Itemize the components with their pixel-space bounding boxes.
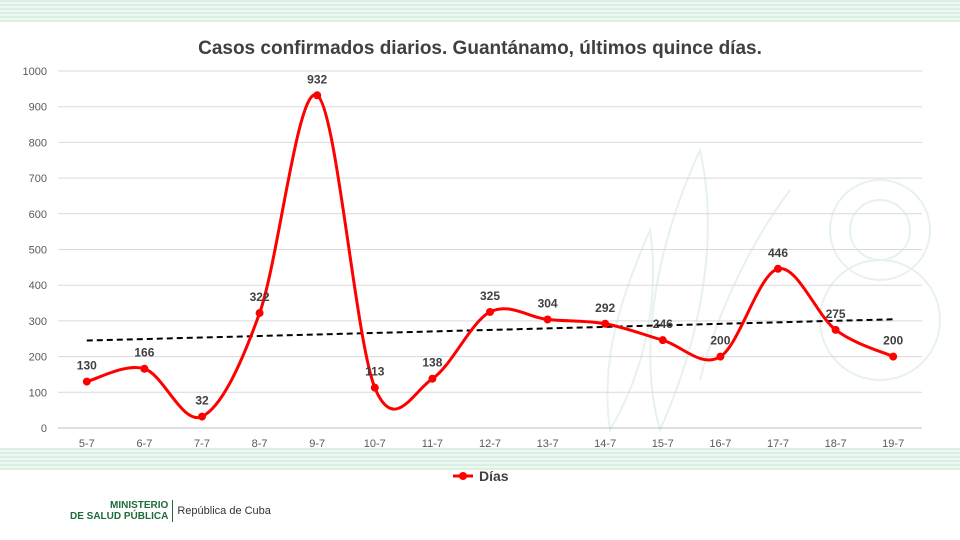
data-point <box>198 412 206 421</box>
data-point <box>370 383 379 392</box>
data-label: 275 <box>826 307 846 321</box>
data-labels: 130 166 32 322 932 113 138 325 304 292 246 200 446 27… <box>77 72 904 407</box>
ministry-logo: MINISTERIO DE SALUD PÚBLICA República de… <box>70 500 271 522</box>
data-label: 166 <box>134 346 154 360</box>
watermark-leaves <box>606 146 941 433</box>
data-label: 32 <box>195 394 209 408</box>
data-label: 113 <box>365 365 385 379</box>
data-point <box>486 307 494 316</box>
y-tick-label: 200 <box>29 352 47 364</box>
data-point <box>255 309 264 318</box>
x-tick-label: 6-7 <box>136 438 152 450</box>
data-label: 932 <box>307 72 327 86</box>
data-label: 200 <box>710 334 730 348</box>
data-label: 200 <box>883 334 903 348</box>
gridlines <box>58 70 922 429</box>
x-tick-label: 19-7 <box>882 438 904 450</box>
data-point <box>601 319 610 328</box>
data-point <box>831 325 840 334</box>
data-label: 325 <box>480 289 500 303</box>
y-tick-label: 400 <box>29 280 47 292</box>
chart-title: Casos confirmados diarios. Guantánamo, ú… <box>198 38 762 59</box>
data-label: 292 <box>595 301 615 315</box>
x-tick-label: 13-7 <box>537 438 559 450</box>
x-tick-label: 12-7 <box>479 438 501 450</box>
data-label: 138 <box>422 356 442 370</box>
ministry-name: MINISTERIO DE SALUD PÚBLICA <box>70 500 174 522</box>
data-point <box>428 374 437 383</box>
x-tick-label: 18-7 <box>825 438 847 450</box>
data-label: 246 <box>653 317 673 331</box>
x-axis: 5-7 6-7 7-7 8-7 9-7 10-7 11-7 12-7 13-7 14-7 15-7 1… <box>79 438 904 450</box>
data-point <box>543 315 552 324</box>
ministry-line2: DE SALUD PÚBLICA <box>70 511 169 522</box>
bottom-decorative-band <box>0 448 960 470</box>
data-point <box>716 352 725 361</box>
data-point <box>889 352 898 361</box>
x-tick-label: 9-7 <box>309 438 325 450</box>
x-tick-label: 17-7 <box>767 438 789 450</box>
data-points <box>82 91 898 421</box>
x-tick-label: 7-7 <box>194 438 210 450</box>
y-tick-label: 900 <box>29 102 47 114</box>
legend-label: Días <box>479 468 509 484</box>
y-tick-label: 0 <box>41 423 47 435</box>
y-tick-label: 600 <box>29 209 47 221</box>
y-tick-label: 1000 <box>23 66 47 78</box>
data-point <box>313 91 322 100</box>
ministry-line1: MINISTERIO <box>110 500 169 511</box>
data-point <box>82 377 91 386</box>
y-tick-label: 500 <box>29 245 47 257</box>
data-point <box>774 264 782 273</box>
y-tick-label: 800 <box>29 137 47 149</box>
legend-marker <box>459 472 467 480</box>
y-tick-label: 300 <box>29 316 47 328</box>
y-tick-label: 700 <box>29 173 47 185</box>
y-tick-label: 100 <box>29 387 47 399</box>
data-label: 446 <box>768 246 788 260</box>
data-point <box>658 336 667 345</box>
legend: Días <box>453 468 509 484</box>
data-point <box>140 364 149 373</box>
x-tick-label: 10-7 <box>364 438 386 450</box>
x-tick-label: 11-7 <box>422 438 443 450</box>
data-label: 322 <box>250 290 270 304</box>
x-tick-label: 8-7 <box>252 438 268 450</box>
data-label: 130 <box>77 359 97 373</box>
trendline-path <box>86 318 894 342</box>
x-tick-label: 5-7 <box>79 438 95 450</box>
x-tick-label: 16-7 <box>709 438 731 450</box>
x-tick-label: 14-7 <box>594 438 616 450</box>
footer-background <box>0 470 960 540</box>
top-decorative-band <box>0 0 960 22</box>
data-label: 304 <box>538 296 558 310</box>
y-axis: 0 100 200 300 400 500 600 700 800 900 1000 <box>23 66 47 435</box>
x-tick-label: 15-7 <box>652 438 674 450</box>
country-name: República de Cuba <box>177 505 271 517</box>
trendline <box>86 318 894 342</box>
